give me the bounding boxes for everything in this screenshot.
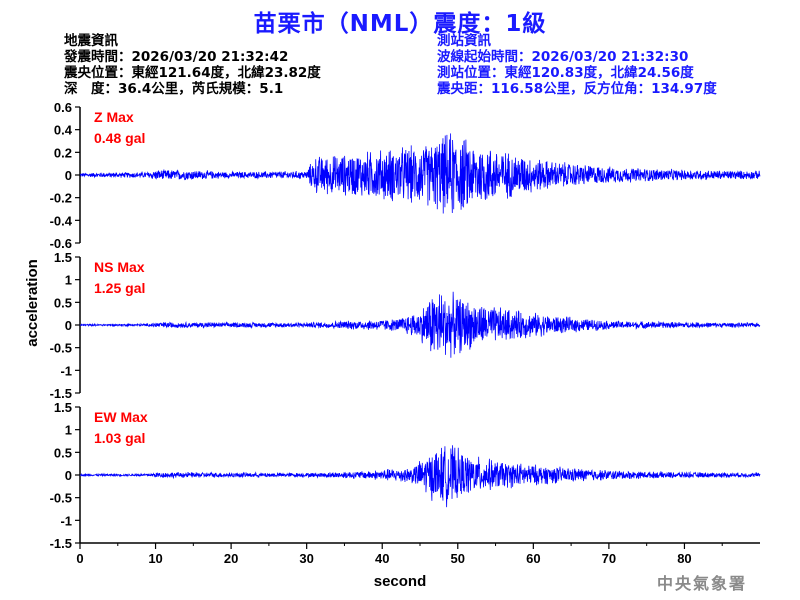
x-tick-label: 70 bbox=[602, 551, 616, 566]
y-axis-label: acceleration bbox=[24, 259, 41, 347]
x-axis-label: second bbox=[374, 573, 427, 590]
station-info-heading: 測站資訊 bbox=[437, 33, 491, 49]
station-location: 測站位置：東經120.83度，北緯24.56度 bbox=[437, 65, 694, 81]
y-tick-label-Z: -0.4 bbox=[50, 213, 73, 228]
y-tick-label-Z: 0 bbox=[65, 168, 72, 183]
x-tick-label: 20 bbox=[224, 551, 238, 566]
waveform-NS bbox=[79, 291, 761, 358]
y-tick-label-NS: 1 bbox=[65, 273, 72, 288]
y-tick-label-EW: -0.5 bbox=[50, 491, 72, 506]
waveform-Z bbox=[79, 133, 761, 214]
wave-start-time: 波線起始時間：2026/03/20 21:32:30 bbox=[437, 49, 689, 65]
x-tick-label: 60 bbox=[526, 551, 540, 566]
x-tick-label: 0 bbox=[76, 551, 83, 566]
chart-title: 苗栗市（NML）震度：1級 bbox=[253, 11, 547, 37]
x-tick-label: 40 bbox=[375, 551, 389, 566]
station-info: 測站資訊 波線起始時間：2026/03/20 21:32:30 測站位置：東經1… bbox=[437, 33, 717, 97]
y-tick-label-Z: 0.2 bbox=[54, 145, 72, 160]
quake-location: 震央位置：東經121.64度，北緯23.82度 bbox=[64, 65, 321, 81]
y-tick-label-EW: -1.5 bbox=[50, 536, 72, 551]
quake-depth-magnitude: 深 度：36.4公里，芮氏規模：5.1 bbox=[64, 81, 284, 97]
panel-max-value-EW: 1.03 gal bbox=[94, 430, 145, 446]
y-tick-label-Z: -0.2 bbox=[50, 191, 72, 206]
y-tick-label-Z: -0.6 bbox=[50, 236, 72, 251]
panel-label-EW: EW Max bbox=[94, 409, 148, 425]
x-tick-label: 30 bbox=[299, 551, 313, 566]
x-tick-label: 50 bbox=[451, 551, 465, 566]
y-tick-label-NS: -1.5 bbox=[50, 386, 72, 401]
y-tick-label-EW: 0.5 bbox=[54, 445, 72, 460]
quake-info: 地震資訊 發震時間：2026/03/20 21:32:42 震央位置：東經121… bbox=[64, 33, 321, 97]
quake-info-heading: 地震資訊 bbox=[64, 33, 118, 49]
panel-max-value-Z: 0.48 gal bbox=[94, 130, 145, 146]
x-tick-label: 10 bbox=[148, 551, 162, 566]
panel-label-Z: Z Max bbox=[94, 109, 134, 125]
y-tick-label-NS: 1.5 bbox=[54, 250, 72, 265]
panel-label-NS: NS Max bbox=[94, 259, 145, 275]
y-tick-label-Z: 0.4 bbox=[54, 123, 73, 138]
y-tick-label-EW: 0 bbox=[65, 468, 72, 483]
y-tick-label-NS: 0.5 bbox=[54, 295, 72, 310]
y-tick-label-Z: 0.6 bbox=[54, 100, 72, 115]
panel-max-value-NS: 1.25 gal bbox=[94, 280, 145, 296]
y-tick-label-NS: 0 bbox=[65, 318, 72, 333]
agency-footer: 中央氣象署 bbox=[656, 574, 747, 593]
y-tick-label-EW: -1 bbox=[60, 513, 72, 528]
y-tick-label-EW: 1 bbox=[65, 423, 72, 438]
y-tick-label-EW: 1.5 bbox=[54, 400, 72, 415]
waveform-EW bbox=[79, 445, 761, 508]
epicentral-distance: 震央距：116.58公里，反方位角：134.97度 bbox=[437, 81, 717, 97]
y-tick-label-NS: -0.5 bbox=[50, 341, 72, 356]
y-tick-label-NS: -1 bbox=[60, 363, 72, 378]
quake-time: 發震時間：2026/03/20 21:32:42 bbox=[64, 49, 289, 65]
x-tick-label: 80 bbox=[677, 551, 691, 566]
